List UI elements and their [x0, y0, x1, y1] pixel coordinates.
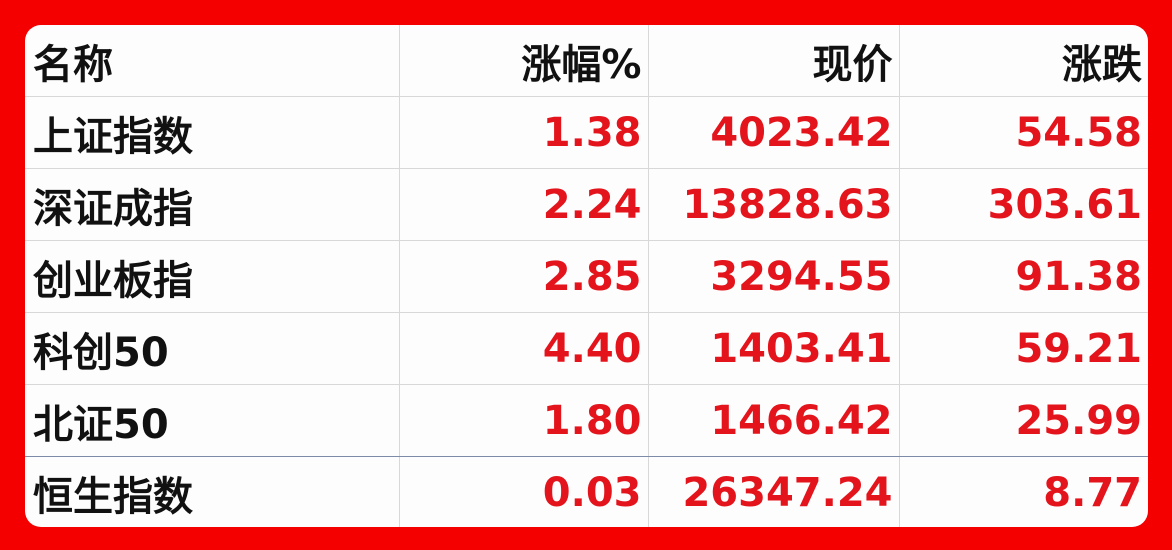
index-pct: 2.24 [399, 168, 649, 241]
header-price: 现价 [648, 25, 900, 97]
index-change: 25.99 [899, 384, 1148, 457]
index-change: 59.21 [899, 312, 1148, 385]
table-row: 创业板指 2.85 3294.55 91.38 [25, 240, 1148, 313]
index-name: 北证50 [25, 384, 400, 457]
index-price: 26347.24 [648, 456, 900, 527]
table-row: 上证指数 1.38 4023.42 54.58 [25, 96, 1148, 169]
index-name: 科创50 [25, 312, 400, 385]
index-pct: 2.85 [399, 240, 649, 313]
index-price: 3294.55 [648, 240, 900, 313]
index-change: 8.77 [1043, 469, 1142, 516]
table-header-row: 名称 涨幅% 现价 涨跌 [25, 25, 1148, 97]
table-row: 深证成指 2.24 13828.63 303.61 [25, 168, 1148, 241]
index-change: 91.38 [899, 240, 1148, 313]
index-change: 303.61 [899, 168, 1148, 241]
index-price: 1466.42 [648, 384, 900, 457]
index-name: 恒生指数 [25, 456, 400, 527]
index-table: 名称 涨幅% 现价 涨跌 上证指数 1.38 4023.42 54.58 深证成… [25, 25, 1148, 527]
index-price: 1403.41 [648, 312, 900, 385]
table-row: 恒生指数 0.03 26347.24 8.77 [25, 456, 1148, 527]
index-pct: 1.38 [399, 96, 649, 169]
table-row: 科创50 4.40 1403.41 59.21 [25, 312, 1148, 385]
index-price: 13828.63 [648, 168, 900, 241]
index-name: 深证成指 [25, 168, 400, 241]
index-name: 创业板指 [25, 240, 400, 313]
index-change: 54.58 [899, 96, 1148, 169]
header-change: 涨跌 [899, 25, 1148, 97]
index-name: 上证指数 [25, 96, 400, 169]
table-row: 北证50 1.80 1466.42 25.99 [25, 384, 1148, 457]
header-pct: 涨幅% [399, 25, 649, 97]
index-pct: 1.80 [399, 384, 649, 457]
index-pct: 4.40 [399, 312, 649, 385]
index-pct: 0.03 [399, 456, 649, 527]
index-price: 4023.42 [648, 96, 900, 169]
index-table-panel: 名称 涨幅% 现价 涨跌 上证指数 1.38 4023.42 54.58 深证成… [25, 25, 1148, 527]
header-name: 名称 [25, 25, 400, 97]
